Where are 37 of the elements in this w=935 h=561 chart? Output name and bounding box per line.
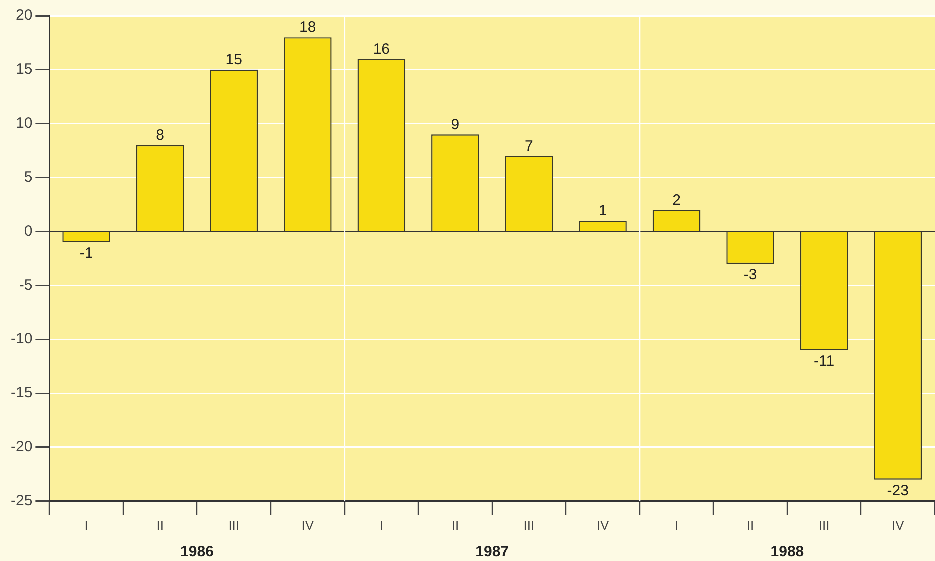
x-tick-label: I [380,518,384,533]
y-tick-label: -25 [10,492,33,510]
x-tick-label: IV [892,518,905,533]
y-tick-label: 10 [16,115,33,132]
x-tick-label: IV [596,518,610,533]
text: 1987 [476,544,510,561]
y-tick-label: -15 [10,384,33,402]
data-label: 16 [373,40,390,58]
x-tick-label: III [818,518,830,533]
x-tick-label: I [674,518,679,533]
x-tick-label: II [452,518,460,533]
data-label: -11 [814,353,835,370]
y-tick-label: 5 [24,168,33,186]
data-label: 1 [598,202,608,220]
y-tick-label: -10 [10,330,33,348]
y-tick-label: -5 [19,276,33,294]
x-tick-label: III [524,518,535,533]
y-tick-label: 0 [24,222,33,240]
data-label: 2 [672,192,681,209]
data-label: 9 [451,116,460,134]
text: 1986 [180,544,214,561]
data-label: -23 [887,482,909,500]
data-label: -1 [80,245,94,262]
y-tick-label: 15 [16,61,33,78]
data-label: 15 [226,52,242,69]
data-label: 8 [156,127,165,144]
data-label: -3 [744,266,758,284]
y-tick-label: 20 [16,7,33,24]
y-tick-label: -20 [10,438,33,456]
data-label: 7 [525,138,534,155]
text: 1988 [770,544,804,561]
x-tick-label: I [84,518,88,533]
x-tick-label: IV [302,518,314,533]
data-label: 18 [300,19,316,36]
x-tick-label: II [746,518,754,533]
x-tick-label: II [156,518,164,533]
x-tick-label: III [228,518,240,533]
